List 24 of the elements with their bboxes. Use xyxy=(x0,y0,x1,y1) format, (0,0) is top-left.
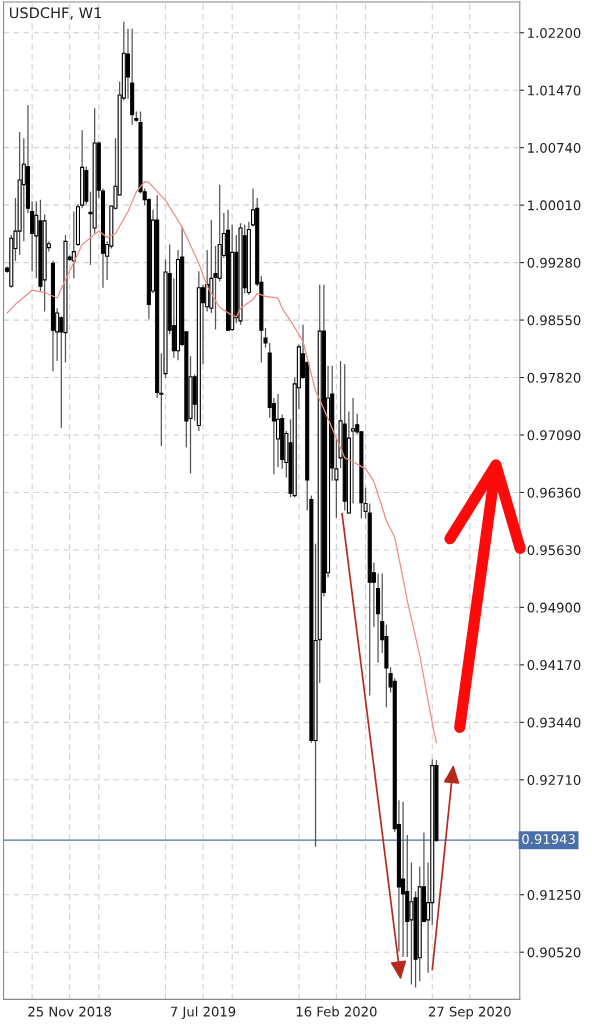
y-tick-label: 0.91250 xyxy=(527,889,581,900)
candlestick xyxy=(409,861,414,986)
ref-line-label: 0.91943 xyxy=(522,834,575,844)
y-tick-label: 0.96360 xyxy=(527,487,581,498)
y-tick-label: 0.99280 xyxy=(527,257,581,268)
y-tick-label: 0.95630 xyxy=(527,545,581,556)
y-tick-label: 1.00740 xyxy=(528,142,581,153)
y-tick-label: 0.97090 xyxy=(527,430,581,441)
y-tick-label: 0.94170 xyxy=(527,660,581,671)
y-tick-label: 0.94900 xyxy=(527,602,581,613)
y-tick-label: 0.90520 xyxy=(527,947,581,958)
chart-title: USDCHF, W1 xyxy=(9,7,102,20)
y-tick-label: 0.93440 xyxy=(527,717,581,728)
y-tick-label: 0.92710 xyxy=(527,775,581,785)
y-tick-label: 1.01470 xyxy=(528,85,581,96)
y-tick-label: 1.02200 xyxy=(528,27,581,38)
x-tick-label: 7 Jul 2019 xyxy=(170,1006,236,1020)
x-tick-label: 25 Nov 2018 xyxy=(28,1006,111,1017)
x-tick-label: 27 Sep 2020 xyxy=(428,1006,511,1020)
line-series xyxy=(6,180,438,744)
y-tick-label: 0.98550 xyxy=(527,315,581,326)
y-tick-label: 1.00010 xyxy=(528,200,581,211)
x-tick-label: 16 Feb 2020 xyxy=(296,1006,377,1017)
y-tick-label: 0.97820 xyxy=(527,372,581,383)
